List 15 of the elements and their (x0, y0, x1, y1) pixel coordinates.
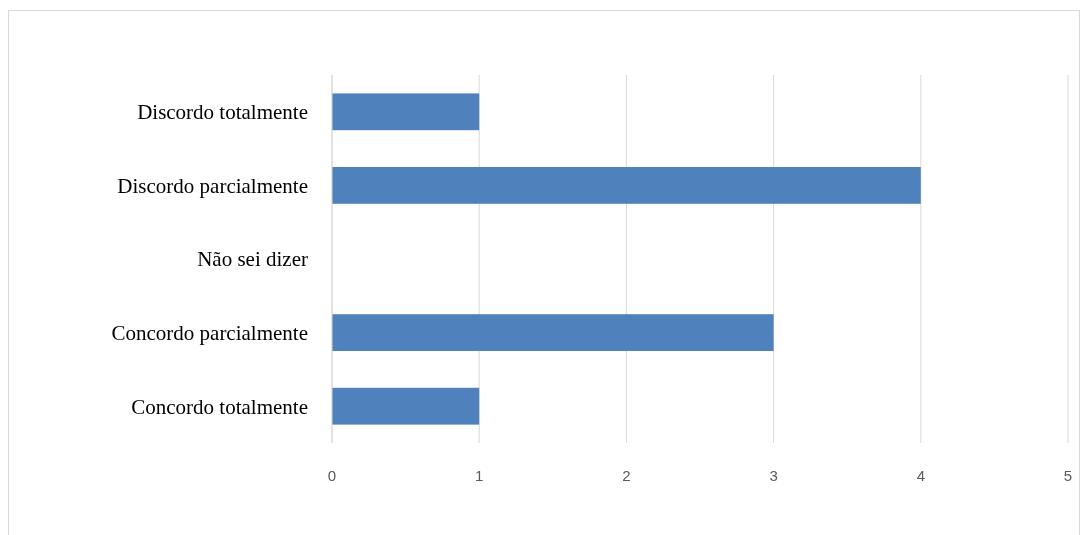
x-tick-label: 5 (1063, 467, 1073, 484)
bar (332, 93, 480, 131)
x-tick-label: 1 (475, 467, 484, 484)
x-tick-label: 3 (769, 467, 778, 484)
bar (332, 387, 480, 425)
x-tick-label: 2 (622, 467, 631, 484)
y-tick-label: Concordo parcialmente (111, 320, 308, 345)
bar (332, 167, 921, 204)
x-tick-label: 0 (327, 467, 337, 484)
y-tick-label: Concordo totalmente (131, 394, 308, 419)
x-tick-label: 4 (916, 467, 925, 484)
bar (332, 314, 774, 351)
y-tick-label: Discordo totalmente (137, 100, 308, 125)
y-tick-label: Discordo parcialmente (117, 173, 308, 198)
y-tick-label: Não sei dizer (197, 247, 308, 272)
